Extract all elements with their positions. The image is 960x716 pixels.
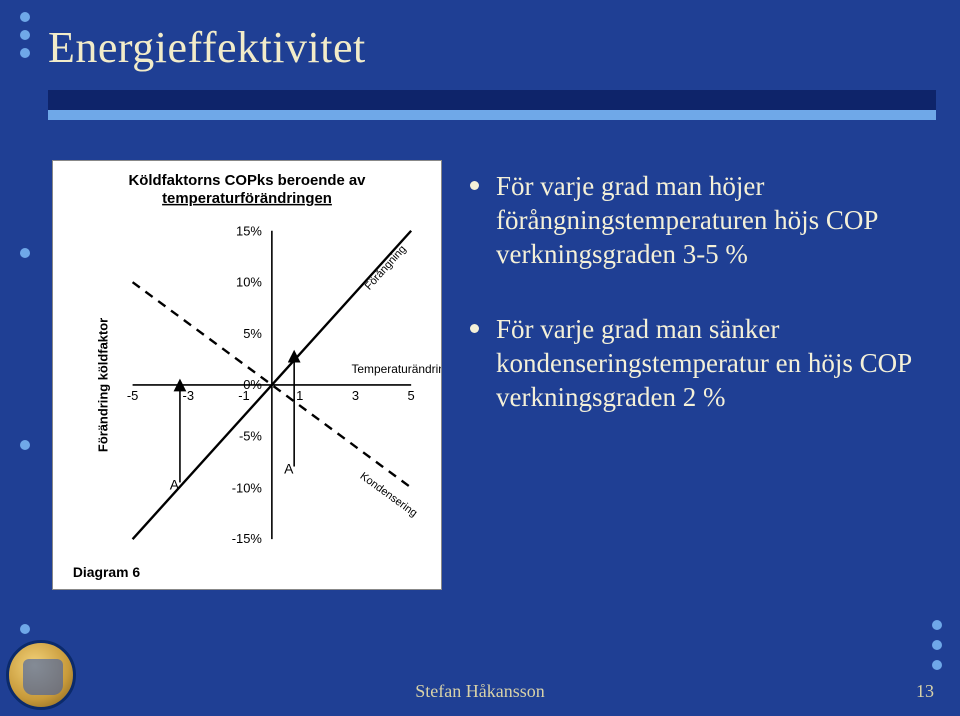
accent-dot — [20, 48, 30, 58]
chart-svg: Köldfaktorns COPks beroende av temperatu… — [53, 161, 441, 589]
series-forangning-label: Förångning — [363, 243, 409, 292]
footer-page-number: 13 — [916, 681, 934, 702]
svg-text:5%: 5% — [243, 326, 262, 341]
svg-text:1: 1 — [296, 388, 303, 403]
arrow-1-tail: A — [170, 476, 180, 492]
svg-text:-3: -3 — [183, 388, 195, 403]
right-dot-column — [932, 610, 942, 670]
accent-dot — [20, 30, 30, 40]
series-kondensering-label: Kondensering — [358, 470, 420, 519]
svg-text:10%: 10% — [236, 274, 262, 289]
accent-dot — [20, 248, 30, 258]
accent-dot — [932, 660, 942, 670]
bullet-text: För varje grad man höjer förångningstemp… — [496, 171, 877, 269]
x-tick-labels: -5 -3 -1 1 3 5 — [127, 388, 415, 403]
accent-dot — [932, 620, 942, 630]
svg-text:15%: 15% — [236, 224, 262, 239]
svg-text:-15%: -15% — [232, 531, 263, 546]
svg-text:-5%: -5% — [239, 429, 262, 444]
bullet-item: För varje grad man sänker kondenseringst… — [470, 313, 930, 414]
content-bullets: För varje grad man höjer förångningstemp… — [470, 170, 930, 457]
chart-title-1: Köldfaktorns COPks beroende av — [129, 172, 367, 189]
chart-title-2: temperaturförändringen — [162, 190, 332, 207]
accent-dot — [932, 640, 942, 650]
bullet-item: För varje grad man höjer förångningstemp… — [470, 170, 930, 271]
svg-text:-1: -1 — [238, 388, 250, 403]
y-axis-label: Förändring köldfaktor — [96, 318, 111, 452]
chart-diagram6: Köldfaktorns COPks beroende av temperatu… — [52, 160, 442, 590]
accent-dot — [20, 624, 30, 634]
accent-dot — [20, 12, 30, 22]
title-underline-light — [48, 110, 936, 120]
x-axis-label: Temperaturändring, C — [351, 362, 441, 376]
accent-dot — [20, 440, 30, 450]
svg-text:-5: -5 — [127, 388, 139, 403]
arrow-2-tail: A — [284, 460, 294, 476]
svg-text:3: 3 — [352, 388, 359, 403]
title-container: Energieffektivitet — [48, 22, 940, 73]
svg-text:-10%: -10% — [232, 480, 263, 495]
svg-text:5: 5 — [408, 388, 415, 403]
chart-caption: Diagram 6 — [73, 564, 141, 580]
footer-author: Stefan Håkansson — [0, 681, 960, 702]
bullet-text: För varje grad man sänker kondenseringst… — [496, 314, 911, 412]
slide-title: Energieffektivitet — [48, 22, 940, 73]
